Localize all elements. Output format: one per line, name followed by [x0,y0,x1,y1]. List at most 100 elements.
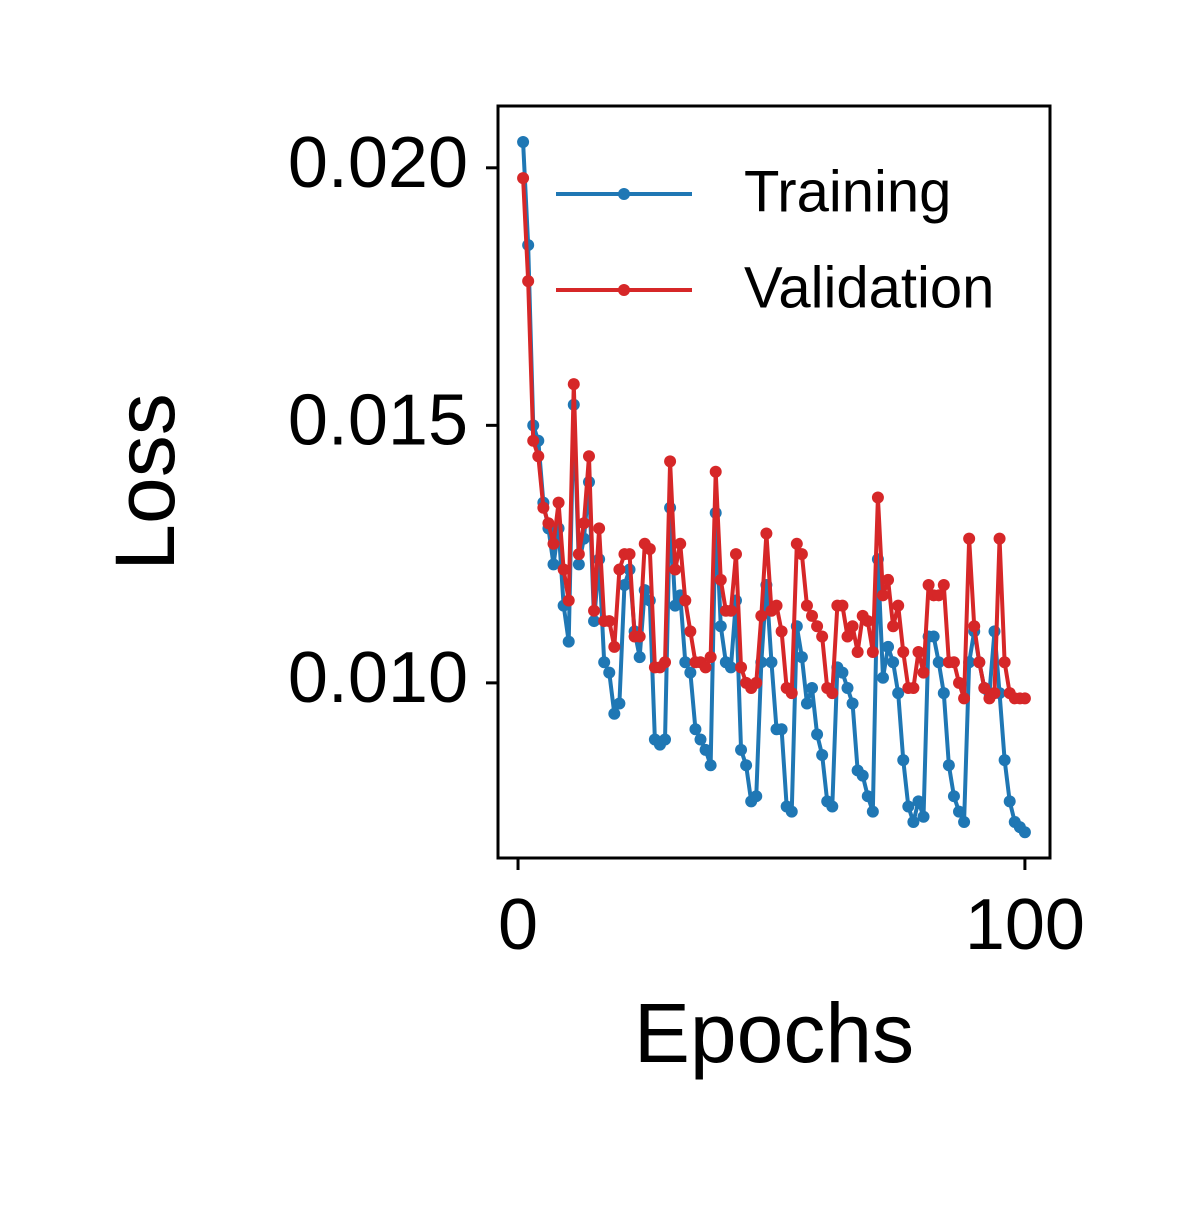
series-marker [795,548,808,561]
series-marker [618,579,631,592]
series-marker [598,656,611,669]
series-marker [973,656,986,669]
series-marker [953,805,966,818]
series-marker [816,630,829,643]
series-marker [714,620,727,633]
series-marker [582,450,595,463]
series-marker [517,172,530,185]
series-marker [577,517,590,530]
series-marker [659,656,672,669]
series-marker [861,790,874,803]
series-marker [897,645,910,658]
series-marker [517,136,530,149]
series-marker [562,635,575,648]
series-marker [750,790,763,803]
series-marker [572,558,585,571]
series-marker [806,682,819,695]
series-marker [603,615,616,628]
series-marker [876,671,889,684]
series-marker [942,759,955,772]
series-marker [547,537,560,550]
series-marker [679,656,692,669]
series-marker [750,676,763,689]
series-marker [947,790,960,803]
legend-marker [618,188,630,200]
y-tick-label: 0.010 [288,638,468,718]
series-marker [643,542,656,555]
series-marker [892,687,905,700]
series-marker [958,815,971,828]
series-marker [907,682,920,695]
series-marker [846,620,859,633]
series-marker [699,661,712,674]
x-tick-label: 100 [965,885,1085,965]
series-marker [907,815,920,828]
series-marker [785,805,798,818]
legend-label: Validation [744,255,994,320]
series-marker [988,687,1001,700]
series-marker [811,728,824,741]
series-marker [760,527,773,540]
series-marker [593,522,606,535]
series-marker [795,651,808,664]
series-marker [729,548,742,561]
series-marker [800,697,813,710]
series-marker [770,599,783,612]
series-marker [775,723,788,736]
series-marker [608,640,621,653]
series-marker [659,733,672,746]
series-marker [1018,692,1031,705]
series-marker [968,620,981,633]
series-marker [887,620,900,633]
series-marker [735,743,748,756]
series-marker [542,517,555,530]
series-marker [866,645,879,658]
series-marker [633,651,646,664]
series-marker [694,733,707,746]
series-marker [562,594,575,607]
y-tick-label: 0.020 [288,123,468,203]
series-marker [917,666,930,679]
series-marker [674,537,687,550]
series-marker [953,676,966,689]
series-marker [963,532,976,545]
series-marker [836,666,849,679]
series-marker [937,687,950,700]
series-marker [851,645,864,658]
series-marker [912,795,925,808]
series-marker [841,682,854,695]
series-marker [790,537,803,550]
series-marker [978,682,991,695]
y-tick-label: 0.015 [288,380,468,460]
series-marker [704,759,717,772]
series-marker [932,589,945,602]
series-marker [547,558,560,571]
series-marker [826,800,839,813]
series-marker [699,743,712,756]
series-marker [856,769,869,782]
series-marker [947,656,960,669]
legend-label: Training [744,159,951,224]
series-marker [876,589,889,602]
series-marker [892,599,905,612]
series-marker [871,491,884,504]
series-marker [669,599,682,612]
series-marker [882,573,895,586]
series-marker [993,532,1006,545]
series-marker [800,599,813,612]
series-marker [998,754,1011,767]
series-marker [664,455,677,468]
series-marker [816,748,829,761]
series-marker [826,687,839,700]
series-marker [735,661,748,674]
series-marker [704,651,717,664]
series-marker [811,620,824,633]
series-marker [927,630,940,643]
series-marker [557,563,570,576]
series-marker [740,759,753,772]
series-marker [861,615,874,628]
series-marker [572,548,585,561]
series-marker [932,656,945,669]
series-marker [613,697,626,710]
series-marker [709,465,722,478]
